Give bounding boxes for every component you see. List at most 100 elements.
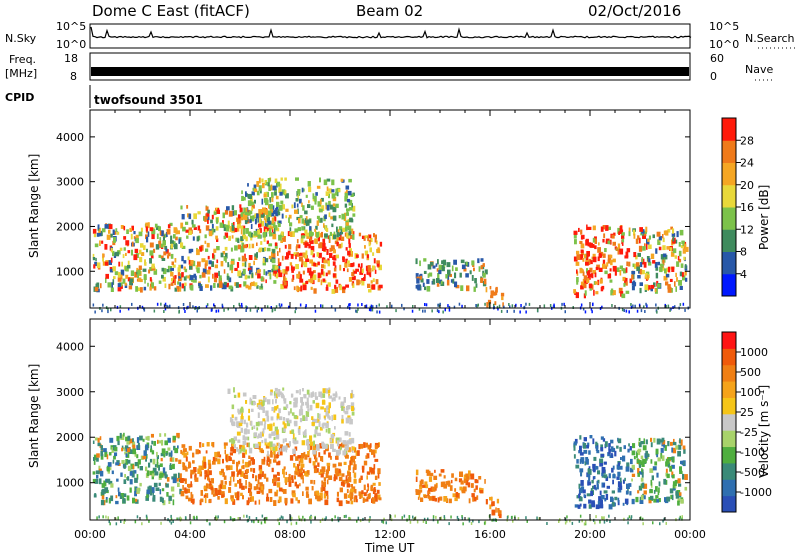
scatter-cell	[488, 302, 491, 306]
scatter-cell	[125, 459, 129, 465]
scatter-cell	[325, 205, 327, 210]
scatter-cell	[357, 263, 361, 268]
scatter-cell	[208, 499, 211, 504]
scatter-cell	[631, 274, 634, 280]
scatter-cell	[235, 493, 237, 498]
scatter-cell	[228, 235, 231, 241]
scatter-cell	[234, 245, 238, 251]
scatter-cell	[299, 483, 301, 487]
scatter-cell	[586, 278, 590, 283]
scatter-cell	[153, 441, 156, 446]
scatter-cell	[316, 444, 320, 451]
scatter-cell	[335, 449, 340, 456]
scatter-cell	[241, 242, 245, 249]
scatter-cell	[94, 287, 99, 292]
scatter-cell	[230, 498, 235, 502]
scatter-cell	[595, 515, 597, 519]
scatter-cell	[272, 443, 276, 447]
scatter-cell	[658, 481, 661, 487]
scatter-cell	[221, 283, 226, 290]
scatter-cell	[431, 309, 433, 313]
scatter-cell	[441, 260, 444, 265]
scatter-cell	[156, 233, 159, 239]
scatter-cell	[655, 495, 659, 499]
scatter-cell	[110, 287, 114, 292]
scatter-cell	[376, 263, 380, 267]
scatter-cell	[262, 182, 265, 189]
scatter-cell	[145, 466, 148, 472]
scatter-cell	[367, 485, 370, 491]
scatter-cell	[300, 463, 305, 468]
scatter-cell	[612, 290, 616, 296]
scatter-cell	[263, 456, 266, 462]
scatter-cell	[621, 308, 624, 312]
scatter-cell	[603, 233, 606, 239]
scatter-cell	[98, 465, 101, 471]
scatter-cell	[224, 449, 226, 455]
scatter-cell	[178, 274, 181, 279]
scatter-cell	[278, 487, 283, 492]
scatter-cell	[164, 245, 168, 250]
scatter-cell	[243, 472, 245, 479]
scatter-cell	[454, 477, 458, 482]
scatter-cell	[154, 471, 159, 476]
scatter-cell	[170, 450, 173, 457]
scatter-cell	[314, 396, 318, 400]
scatter-cell	[654, 288, 657, 292]
scatter-cell	[269, 203, 273, 210]
scatter-cell	[611, 234, 615, 239]
scatter-cell	[648, 261, 652, 266]
scatter-cell	[282, 516, 284, 520]
scatter-cell	[215, 457, 218, 462]
scatter-cell	[291, 231, 295, 237]
scatter-cell	[199, 274, 202, 279]
scatter-cell	[250, 232, 253, 238]
scatter-cell	[601, 285, 605, 290]
scatter-cell	[325, 202, 328, 206]
scatter-cell	[321, 400, 326, 405]
scatter-cell	[107, 516, 109, 520]
scatter-cell	[164, 283, 167, 288]
scatter-cell	[246, 442, 250, 448]
scatter-cell	[190, 284, 194, 291]
scatter-cell	[237, 214, 241, 219]
scatter-cell	[569, 519, 571, 523]
scatter-cell	[618, 465, 623, 470]
scatter-cell	[280, 231, 284, 236]
scatter-cell	[683, 448, 686, 454]
scatter-cell	[344, 203, 348, 208]
scatter-cell	[159, 243, 161, 249]
scatter-cell	[319, 469, 322, 474]
scatter-cell	[169, 304, 171, 308]
scatter-cell	[646, 275, 649, 280]
scatter-cell	[681, 517, 683, 521]
scatter-cell	[217, 283, 221, 288]
scatter-cell	[110, 233, 113, 238]
scatter-cell	[682, 275, 686, 281]
scatter-cell	[611, 304, 613, 307]
scatter-cell	[142, 268, 147, 272]
scatter-cell	[266, 216, 270, 222]
scatter-cell	[473, 488, 476, 493]
scatter-cell	[169, 457, 173, 462]
scatter-cell	[581, 519, 583, 523]
scatter-cell	[580, 235, 584, 240]
scatter-cell	[475, 485, 478, 490]
scatter-cell	[182, 485, 184, 491]
scatter-cell	[258, 217, 262, 224]
scatter-cell	[135, 286, 138, 292]
scatter-cell	[294, 481, 297, 487]
colorbar-tick-label: -25	[740, 426, 758, 439]
scatter-cell	[187, 305, 189, 309]
scatter-cell	[157, 440, 162, 444]
scatter-cell	[345, 247, 348, 251]
scatter-cell	[340, 446, 342, 451]
scatter-cell	[176, 432, 180, 438]
scatter-cell	[345, 226, 348, 232]
scatter-cell	[137, 464, 140, 469]
scatter-cell	[682, 302, 685, 306]
scatter-cell	[596, 449, 600, 454]
scatter-cell	[136, 278, 139, 282]
scatter-cell	[438, 473, 442, 477]
